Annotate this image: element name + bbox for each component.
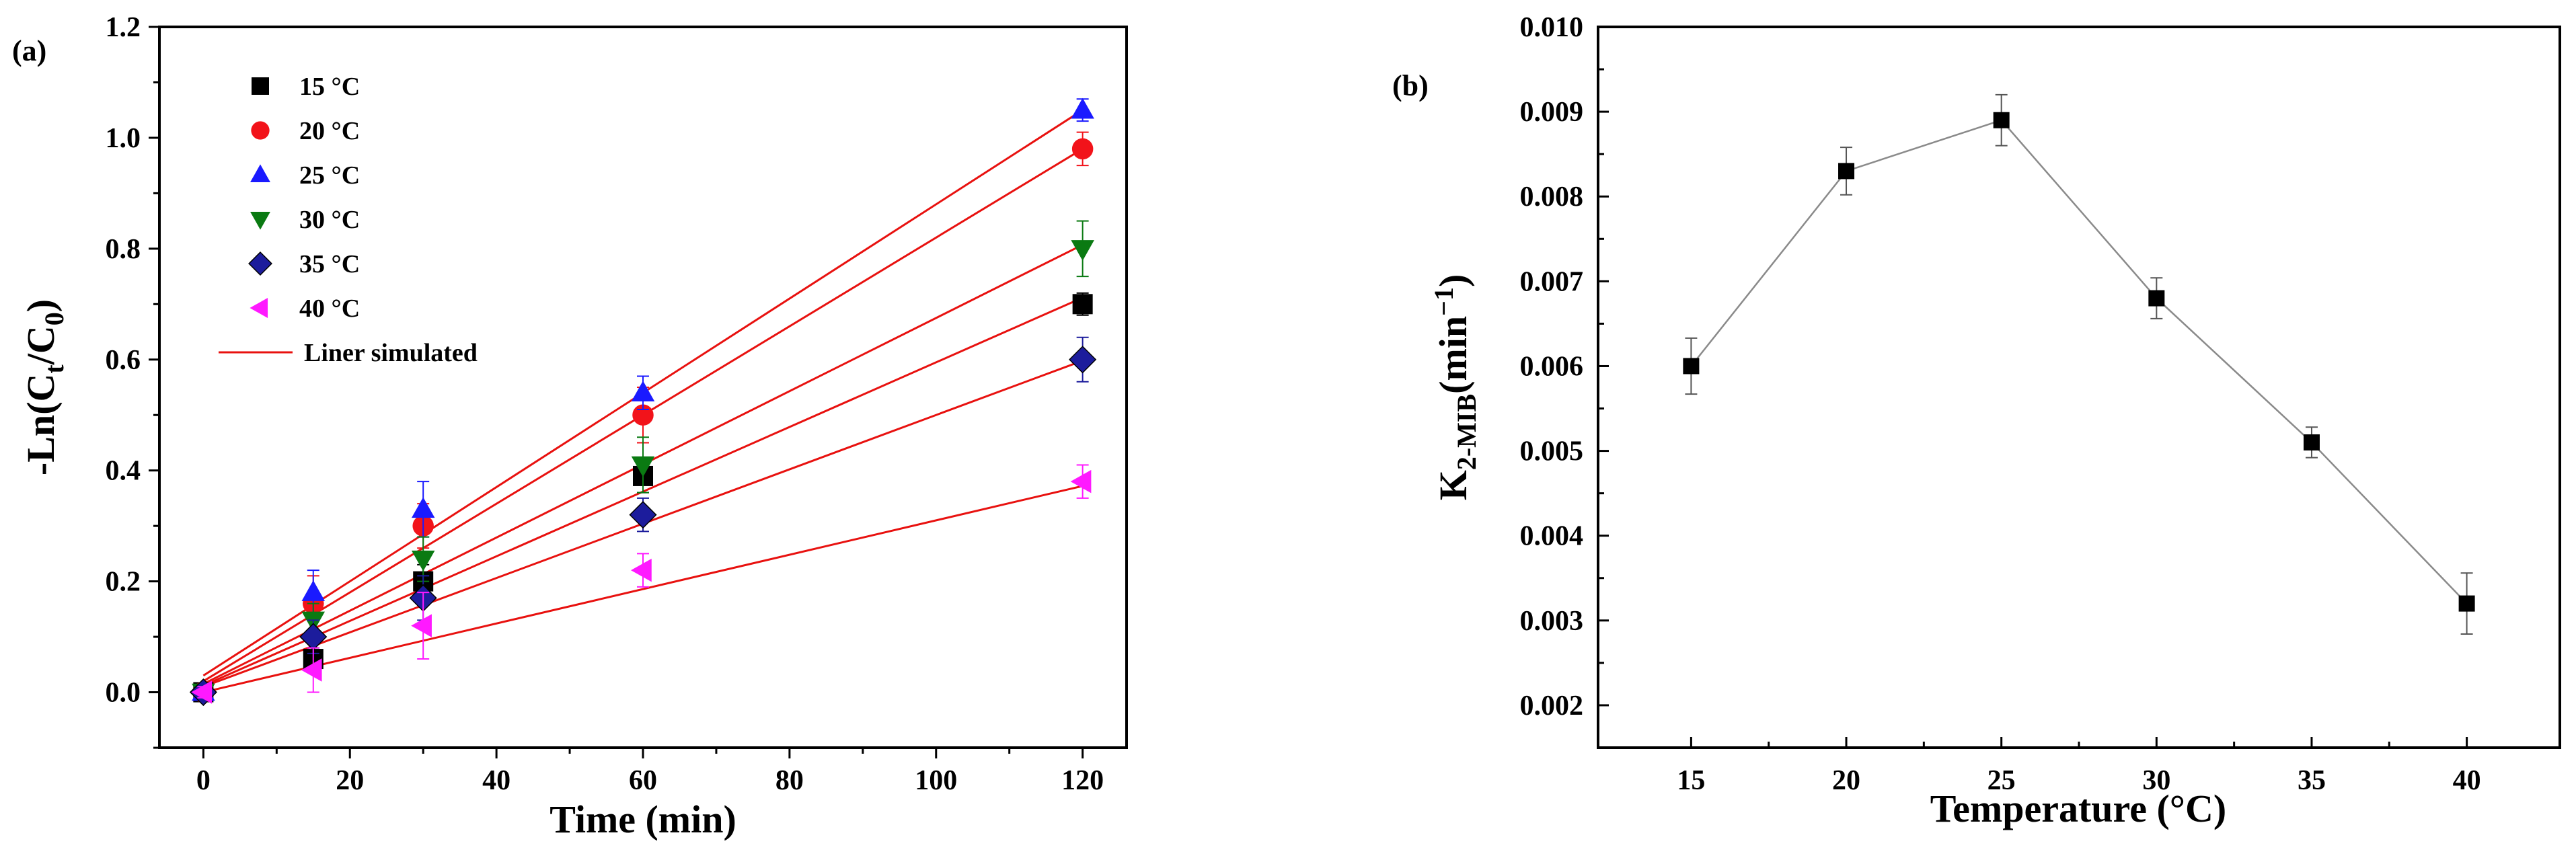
legend-marker	[251, 121, 270, 140]
y-tick-label: 0.002	[1520, 691, 1584, 721]
data-point	[1838, 163, 1855, 180]
data-point	[301, 658, 322, 682]
data-point	[299, 623, 328, 651]
data-point	[631, 456, 655, 477]
x-tick-label: 30	[2142, 765, 2170, 796]
data-point	[301, 580, 326, 601]
data-point	[411, 614, 432, 637]
y-tick-label: 0.005	[1520, 436, 1584, 467]
panel-b-ylabel-end: )	[1431, 274, 1475, 287]
x-tick-label: 15	[1677, 765, 1705, 796]
legend-marker	[252, 77, 269, 95]
data-point	[1069, 346, 1097, 374]
data-point	[1071, 97, 1094, 119]
data-point	[631, 558, 652, 582]
x-tick-label: 80	[775, 765, 804, 796]
legend-label: 20 °C	[299, 117, 360, 145]
panel-b-plot-frame	[1597, 26, 2561, 749]
panel-b-ylabel-k: K	[1431, 470, 1475, 500]
panel-b-ylabel-sub: 2-MIB	[1451, 394, 1482, 470]
data-point	[1993, 112, 2010, 128]
x-tick-label: 100	[915, 765, 957, 796]
legend-label: 40 °C	[299, 294, 360, 323]
panel-b-data-points	[1683, 93, 2475, 635]
y-tick-label: 0.009	[1520, 97, 1584, 128]
panel-a-data-points	[189, 97, 1097, 707]
y-tick-label: 1.0	[106, 123, 141, 154]
panel-a: (a) 0 20 40 60 80 100 120 0.0 0.2 0.4 0.6 0.8 1.0 1.…	[12, 12, 1128, 841]
data-point	[411, 550, 435, 572]
y-tick-label: 0.0	[106, 678, 141, 709]
data-point	[629, 501, 657, 529]
panel-b: (b) 15 20 25 30 35 40 0.0020.0030.0040.0050.0…	[1392, 12, 2561, 830]
panel-a-ylabel-sub1: t	[39, 364, 69, 374]
data-point	[1072, 294, 1093, 315]
y-tick-label: 0.008	[1520, 182, 1584, 212]
panel-a-y-axis-title: -Ln(Ct/C0)	[19, 299, 69, 475]
x-tick-label: 120	[1061, 765, 1104, 796]
fit-line	[203, 485, 1083, 693]
legend-marker	[248, 251, 272, 276]
x-tick-label: 20	[1832, 765, 1860, 796]
panel-a-x-axis-title: Time (min)	[550, 797, 736, 841]
panel-a-ylabel-part1: -Ln(C	[19, 374, 63, 475]
data-point	[1683, 358, 1700, 375]
panel-b-series-line	[1690, 119, 2468, 604]
legend-label: 35 °C	[299, 250, 360, 278]
data-point	[2148, 290, 2165, 307]
data-point	[2303, 434, 2320, 450]
legend-label: 30 °C	[299, 206, 360, 234]
data-point	[1070, 469, 1092, 494]
y-tick-label: 0.003	[1520, 606, 1584, 637]
panel-a-y-axis: 0.0 0.2 0.4 0.6 0.8 1.0 1.2	[106, 12, 159, 749]
data-point	[1071, 240, 1094, 261]
legend-marker	[250, 164, 270, 183]
y-tick-label: 0.006	[1520, 351, 1584, 382]
y-tick-label: 1.2	[106, 12, 141, 43]
data-point	[631, 381, 655, 401]
panel-a-label: (a)	[12, 34, 46, 67]
legend-marker	[250, 298, 268, 318]
series-40c	[191, 464, 1092, 704]
x-tick-label: 0	[196, 765, 211, 796]
y-tick-label: 0.6	[106, 345, 141, 376]
legend-label: 25 °C	[299, 161, 360, 190]
panel-b-label: (b)	[1392, 69, 1429, 102]
y-tick-label: 0.4	[106, 456, 141, 487]
x-tick-label: 40	[2453, 765, 2481, 796]
panel-b-ylabel-unit: (min	[1431, 316, 1475, 394]
legend-fit-label: Liner simulated	[304, 339, 478, 367]
y-tick-label: 0.2	[106, 567, 141, 598]
data-point	[2458, 595, 2475, 612]
x-tick-label: 20	[336, 765, 364, 796]
panel-a-ylabel-mid: /C	[19, 325, 63, 365]
panel-a-ylabel-end: )	[19, 299, 63, 312]
y-tick-label: 0.010	[1520, 12, 1584, 43]
panel-b-y-axis: 0.002 0.003 0.004 0.005 0.006 0.007 0.008 0.009…	[1520, 12, 1609, 721]
panel-b-ylabel-sup: −1	[1429, 287, 1459, 316]
panel-a-ylabel-sub2: 0	[39, 312, 69, 325]
x-tick-label: 25	[1987, 765, 2016, 796]
panel-b-y-axis-title: K2-MIB(min−1)	[1429, 274, 1482, 501]
y-tick-label: 0.8	[106, 234, 141, 265]
data-point	[411, 497, 435, 518]
x-tick-label: 40	[482, 765, 510, 796]
data-point	[191, 680, 213, 704]
y-tick-label: 0.004	[1520, 521, 1584, 552]
panel-b-x-axis: 15 20 25 30 35 40	[1677, 737, 2481, 796]
data-point	[1071, 138, 1094, 160]
series-line	[1690, 119, 2468, 604]
legend-marker	[250, 211, 270, 230]
x-tick-label: 60	[629, 765, 657, 796]
x-tick-label: 35	[2298, 765, 2326, 796]
panel-a-legend: 15 °C 20 °C 25 °C 30 °C 35 °C 40 °C Liner simu…	[219, 73, 478, 367]
panel-a-x-axis: 0 20 40 60 80 100 120	[196, 748, 1104, 796]
legend-label: 15 °C	[299, 73, 360, 101]
y-tick-label: 0.007	[1520, 266, 1584, 297]
panel-b-x-axis-title: Temperature (°C)	[1930, 787, 2226, 830]
